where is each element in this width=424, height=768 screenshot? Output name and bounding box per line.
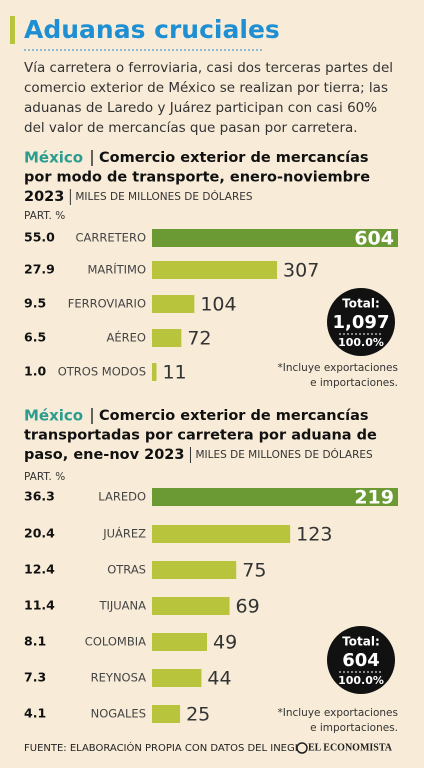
value-label: 44	[207, 668, 231, 690]
value-label: 104	[200, 294, 236, 316]
chart-title-line: 2023	[24, 189, 64, 205]
total-percent: 100.0%	[338, 674, 384, 687]
category-label: MARÍTIMO	[87, 262, 146, 277]
category-label: NOGALES	[91, 707, 146, 721]
chart-title-line: transportadas por carretera por aduana d…	[24, 428, 377, 444]
chart-region: México	[24, 149, 83, 167]
category-label: LAREDO	[98, 490, 146, 504]
category-label: TIJUANA	[98, 599, 146, 613]
share-label: 20.4	[24, 526, 55, 541]
chart-title-line: por modo de transporte, enero-noviembre	[24, 170, 370, 186]
intro-line: comercio exterior de México se realizan …	[24, 80, 388, 96]
bar	[152, 295, 195, 313]
bar	[152, 229, 398, 247]
value-label: 604	[354, 228, 394, 250]
bar	[152, 525, 291, 543]
bar	[152, 597, 230, 615]
bar	[152, 329, 182, 347]
share-label: 4.1	[24, 706, 46, 721]
share-header: PART. %	[24, 210, 65, 222]
logo-icon	[296, 742, 308, 754]
category-label: JUÁREZ	[102, 526, 146, 541]
title-accent	[10, 16, 15, 44]
share-label: 1.0	[24, 364, 46, 379]
share-header: PART. %	[24, 471, 65, 483]
footnote: e importaciones.	[310, 377, 398, 389]
unit-label: MILES DE MILLONES DE DÓLARES	[75, 190, 253, 203]
value-label: 123	[296, 524, 332, 546]
chart-region: México	[24, 407, 83, 425]
category-label: CARRETERO	[76, 231, 146, 245]
bar	[152, 488, 398, 506]
unit-label: MILES DE MILLONES DE DÓLARES	[195, 448, 373, 461]
intro-line: Vía carretera o ferroviaria, casi dos te…	[24, 60, 393, 76]
footnote: e importaciones.	[310, 722, 398, 734]
category-label: FERROVIARIO	[68, 297, 146, 311]
logo: EL ECONOMISTA	[308, 742, 393, 753]
category-label: AÉREO	[107, 330, 146, 345]
value-label: 11	[162, 362, 186, 384]
share-label: 8.1	[24, 634, 46, 649]
bar	[152, 705, 181, 723]
footnote: *Incluye exportaciones	[277, 707, 398, 719]
share-label: 36.3	[24, 489, 55, 504]
share-label: 27.9	[24, 262, 55, 277]
chart-title-line: paso, ene-nov 2023	[24, 447, 184, 463]
value-label: 219	[354, 487, 394, 509]
value-label: 75	[242, 560, 266, 582]
bar	[152, 633, 208, 651]
category-label: REYNOSA	[91, 671, 146, 685]
source: FUENTE: ELABORACIÓN PROPIA CON DATOS DEL…	[24, 741, 298, 754]
value-label: 69	[236, 596, 260, 618]
value-label: 307	[283, 260, 319, 282]
share-label: 6.5	[24, 330, 46, 345]
bar	[152, 561, 237, 579]
total-percent: 100.0%	[338, 336, 384, 349]
category-label: OTRAS	[107, 563, 146, 577]
intro-line: aduanas de Laredo y Juárez participan co…	[24, 100, 377, 116]
title: Aduanas cruciales	[24, 15, 280, 44]
category-label: OTROS MODOS	[58, 365, 146, 379]
share-label: 9.5	[24, 296, 46, 311]
category-label: COLOMBIA	[85, 635, 146, 649]
total-badge	[327, 626, 395, 694]
total-label: Total:	[342, 297, 380, 311]
bar	[152, 669, 202, 687]
value-label: 72	[187, 328, 211, 350]
intro-line: del valor de mercancías que pasan por ca…	[24, 120, 358, 136]
footnote: *Incluye exportaciones	[277, 362, 398, 374]
total-label: Total:	[342, 635, 380, 649]
total-value: 604	[342, 650, 380, 671]
share-label: 12.4	[24, 562, 55, 577]
share-label: 7.3	[24, 670, 46, 685]
chart-title-line: Comercio exterior de mercancías	[99, 408, 369, 424]
share-label: 55.0	[24, 230, 55, 245]
bar	[152, 261, 278, 279]
share-label: 11.4	[24, 598, 55, 613]
value-label: 25	[186, 704, 210, 726]
total-value: 1,097	[333, 312, 390, 333]
value-label: 49	[213, 632, 237, 654]
chart-title-line: Comercio exterior de mercancías	[99, 150, 369, 166]
bar	[152, 363, 157, 381]
total-badge	[327, 288, 395, 356]
